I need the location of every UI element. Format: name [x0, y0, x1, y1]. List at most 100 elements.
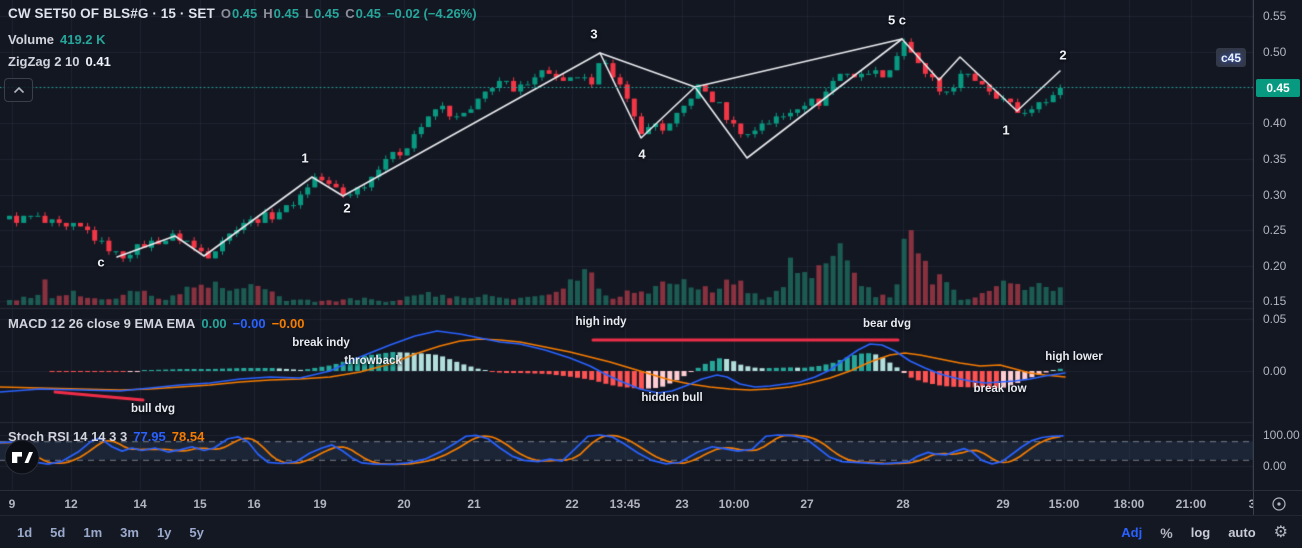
price-axis-tick: 0.25 [1263, 223, 1287, 237]
high-value: 0.45 [273, 6, 299, 21]
price-axis-tick: 0.35 [1263, 152, 1287, 166]
close-value: 0.45 [355, 6, 381, 21]
wave-label: 2 [343, 200, 351, 216]
price-axis-tick: 0.15 [1263, 294, 1287, 308]
time-axis-tick: 20 [397, 496, 411, 511]
time-axis-tick: 22 [565, 496, 579, 511]
annotation-label: break indy [292, 337, 350, 349]
macd-label: MACD 12 26 close 9 EMA EMA [8, 316, 196, 331]
macd-line-value: −0.00 [232, 316, 266, 331]
price-axis-tick: 0.30 [1263, 188, 1287, 202]
wave-label: 4 [638, 146, 646, 162]
price-axis-tick: 0.05 [1263, 312, 1287, 326]
price-axis[interactable]: 0.45 0.55 0.50 0.40 0.35 0.30 0.25 0.20 0.15 0.0… [1253, 0, 1302, 515]
stoch-d-value: 78.54 [171, 429, 205, 444]
chart-area[interactable]: CW SET50 OF BLS#G · 15 · SET O 0.45 H 0.45… [0, 0, 1253, 490]
go-to-date-button[interactable] [1253, 490, 1302, 516]
time-axis-tick: 14 [133, 496, 147, 511]
low-value: 0.45 [313, 6, 340, 21]
time-axis-tick: 28 [896, 496, 910, 511]
time-axis-tick: 21:00 [1175, 496, 1207, 511]
stoch-k-value: 77.95 [133, 429, 166, 444]
adjust-data-button[interactable]: Adj [1121, 525, 1143, 540]
time-axis-tick: 15 [193, 496, 207, 511]
price-axis-tick: 0.40 [1263, 116, 1287, 130]
range-button-1y[interactable]: 1y [150, 522, 178, 543]
close-label: C [345, 6, 355, 21]
time-axis-tick: 18:00 [1113, 496, 1145, 511]
high-label: H [263, 6, 273, 21]
price-axis-tick: 0.00 [1263, 459, 1287, 473]
time-axis-tick: 27 [800, 496, 814, 511]
gear-icon[interactable]: ⚙ [1273, 523, 1288, 541]
time-axis-tick: 15:00 [1048, 496, 1080, 511]
price-axis-tick: 100.00 [1263, 428, 1300, 442]
drawing-label-badge[interactable]: c45 [1216, 48, 1246, 67]
bottom-toolbar: 1d 5d 1m 3m 1y 5y Adj % log auto ⚙ [0, 515, 1302, 548]
wave-label: 5 c [887, 12, 907, 28]
wave-label: 1 [1002, 122, 1010, 138]
time-axis-tick: 23 [675, 496, 689, 511]
price-axis-tick: 0.55 [1263, 9, 1287, 23]
open-value: 0.45 [231, 6, 258, 21]
annotation-label: throwback [344, 355, 402, 367]
volume-value: 419.2 K [60, 32, 106, 47]
range-button-3m[interactable]: 3m [113, 522, 146, 543]
time-axis-tick: 12 [64, 496, 78, 511]
scale-controls: Adj % log auto ⚙ [1121, 523, 1302, 541]
time-axis-tick: 29 [996, 496, 1010, 511]
wave-label: 3 [590, 26, 598, 42]
low-label: L [304, 6, 313, 21]
time-axis-tick: 3 [1249, 497, 1253, 511]
range-button-1m[interactable]: 1m [76, 522, 109, 543]
annotation-label: break low [973, 383, 1027, 395]
time-axis-tick: 13:45 [609, 496, 641, 511]
annotation-label: high indy [575, 316, 627, 328]
chevron-up-icon [13, 86, 24, 94]
percent-scale-button[interactable]: % [1160, 524, 1173, 541]
wave-label: 2 [1059, 47, 1067, 63]
time-axis-tick: 9 [8, 496, 16, 511]
target-icon [1271, 496, 1286, 511]
tradingview-logo-icon[interactable] [4, 439, 40, 475]
time-axis-tick: 10:00 [718, 496, 750, 511]
macd-legend[interactable]: MACD 12 26 close 9 EMA EMA 0.00 −0.00 −0… [8, 316, 304, 331]
price-axis-tick: 0.00 [1263, 364, 1287, 378]
chart-canvas[interactable] [0, 0, 1253, 490]
change-value: −0.02 (−4.26%) [386, 6, 477, 21]
zigzag-legend[interactable]: ZigZag 2 10 0.41 [8, 54, 111, 69]
macd-signal-value: −0.00 [271, 316, 305, 331]
collapse-legend-button[interactable] [4, 78, 33, 102]
annotation-label: bull dvg [130, 403, 176, 415]
last-price-badge: 0.45 [1256, 79, 1300, 97]
price-axis-tick: 0.50 [1263, 45, 1287, 59]
time-axis-tick: 19 [313, 496, 327, 511]
volume-label: Volume [8, 32, 54, 47]
wave-label: c [97, 254, 105, 270]
zigzag-label: ZigZag 2 10 [8, 54, 80, 69]
wave-label: 1 [301, 150, 309, 166]
stoch-label: Stoch RSI 14 14 3 3 [8, 429, 128, 444]
stoch-rsi-legend[interactable]: Stoch RSI 14 14 3 3 77.95 78.54 [8, 429, 204, 444]
range-button-5y[interactable]: 5y [182, 522, 210, 543]
annotation-label: hidden bull [641, 392, 703, 404]
symbol-legend[interactable]: CW SET50 OF BLS#G · 15 · SET O 0.45 H 0.45… [8, 6, 477, 21]
date-range-buttons: 1d 5d 1m 3m 1y 5y [0, 522, 211, 543]
annotation-label: high lower [1045, 351, 1103, 363]
range-button-5d[interactable]: 5d [43, 522, 72, 543]
range-button-1d[interactable]: 1d [10, 522, 39, 543]
volume-legend[interactable]: Volume 419.2 K [8, 32, 106, 47]
time-axis-tick: 21 [467, 496, 481, 511]
log-scale-button[interactable]: log [1190, 525, 1211, 540]
open-label: O [220, 6, 231, 21]
time-axis-tick: 16 [247, 496, 261, 511]
auto-scale-button[interactable]: auto [1228, 525, 1256, 540]
time-axis[interactable]: 9 12 14 15 16 19 20 21 22 13:45 23 10:00 27 28 29 15:00… [0, 490, 1253, 516]
symbol-title: CW SET50 OF BLS#G · 15 · SET [8, 6, 215, 21]
tv-logo-glyph [4, 439, 40, 475]
macd-hist-value: 0.00 [201, 316, 227, 331]
annotation-label: bear dvg [863, 318, 911, 330]
zigzag-value: 0.41 [85, 54, 111, 69]
price-axis-tick: 0.20 [1263, 259, 1287, 273]
